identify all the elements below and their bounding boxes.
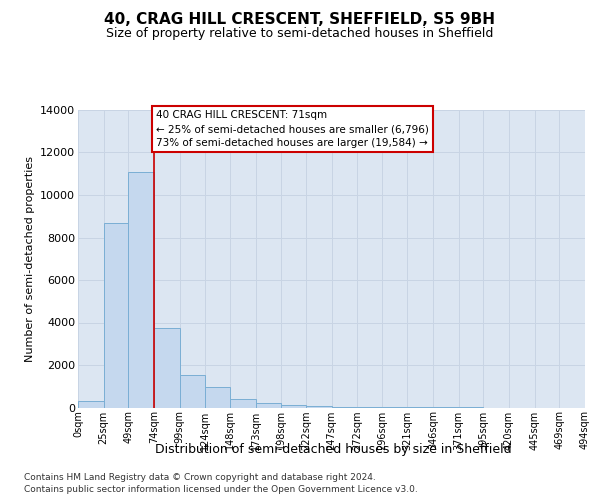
Bar	[331, 407, 357, 408]
Bar	[256, 402, 281, 407]
Bar	[104, 222, 128, 408]
Bar	[281, 405, 306, 407]
Bar	[78, 401, 104, 407]
Text: Size of property relative to semi-detached houses in Sheffield: Size of property relative to semi-detach…	[106, 28, 494, 40]
Y-axis label: Number of semi-detached properties: Number of semi-detached properties	[25, 156, 35, 362]
Bar	[205, 388, 230, 407]
Text: Distribution of semi-detached houses by size in Sheffield: Distribution of semi-detached houses by …	[155, 442, 511, 456]
Text: 40, CRAG HILL CRESCENT, SHEFFIELD, S5 9BH: 40, CRAG HILL CRESCENT, SHEFFIELD, S5 9B…	[104, 12, 496, 28]
Text: Contains HM Land Registry data © Crown copyright and database right 2024.: Contains HM Land Registry data © Crown c…	[24, 472, 376, 482]
Bar	[154, 328, 179, 407]
Bar	[230, 399, 256, 407]
Text: 40 CRAG HILL CRESCENT: 71sqm
← 25% of semi-detached houses are smaller (6,796)
7: 40 CRAG HILL CRESCENT: 71sqm ← 25% of se…	[156, 110, 429, 148]
Bar	[306, 406, 331, 407]
Bar	[128, 172, 154, 408]
Bar	[179, 374, 205, 408]
Text: Contains public sector information licensed under the Open Government Licence v3: Contains public sector information licen…	[24, 485, 418, 494]
